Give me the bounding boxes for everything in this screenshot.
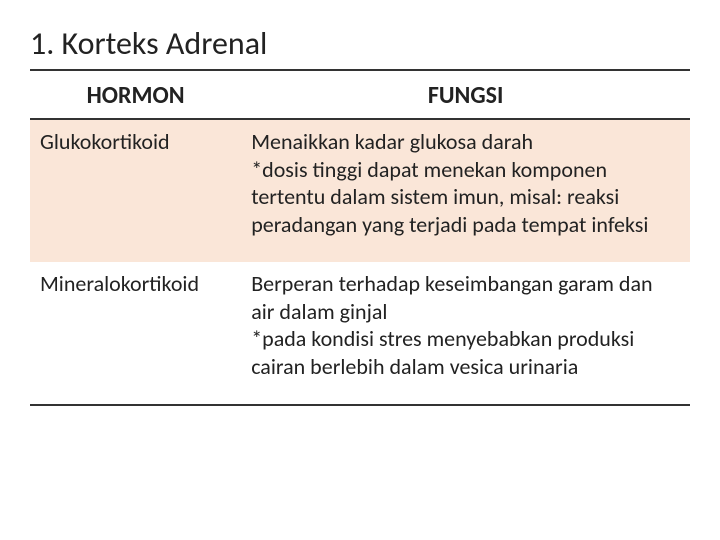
function-text: Berperan terhadap keseimbangan garam dan… [251,270,680,325]
function-text: *pada kondisi stres menyebabkan produksi… [251,325,680,380]
col-header-hormon: HORMON [30,71,241,119]
function-text: Menaikkan kadar glukosa darah [251,128,680,156]
cell-hormone: Mineralokortikoid [30,262,241,405]
page-title: 1. Korteks Adrenal [30,24,690,71]
table-row: Mineralokortikoid Berperan terhadap kese… [30,262,690,405]
function-text: *dosis tinggi dapat menekan komponen ter… [251,156,680,239]
cell-hormone: Glukokortikoid [30,119,241,262]
cell-function: Berperan terhadap keseimbangan garam dan… [241,262,690,405]
table-row: Glukokortikoid Menaikkan kadar glukosa d… [30,119,690,262]
table-header-row: HORMON FUNGSI [30,71,690,119]
cell-function: Menaikkan kadar glukosa darah *dosis tin… [241,119,690,262]
col-header-fungsi: FUNGSI [241,71,690,119]
hormone-table: HORMON FUNGSI Glukokortikoid Menaikkan k… [30,71,690,406]
